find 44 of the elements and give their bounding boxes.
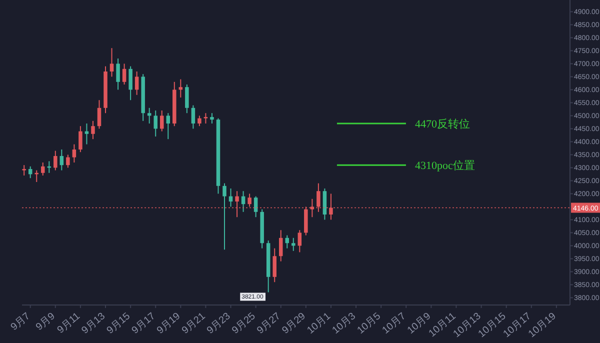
candlestick (97, 100, 102, 130)
candlestick (91, 120, 95, 140)
candlestick (166, 112, 170, 140)
ref-line-label: 4470反转位 (414, 118, 470, 131)
candlestick (204, 112, 208, 124)
x-tick-label: 10月7 (380, 310, 408, 336)
candlestick (116, 58, 120, 90)
candlestick (110, 48, 114, 78)
candlestick (241, 190, 246, 212)
candlestick (191, 104, 196, 130)
candlestick (147, 107, 152, 124)
candlestick (134, 71, 139, 96)
candlestick (78, 126, 82, 153)
candlestick (122, 63, 126, 86)
candlestick (60, 149, 64, 171)
candlestick (154, 110, 158, 138)
candlestick (72, 144, 76, 164)
candlestick (178, 78, 183, 98)
candlestick (292, 237, 296, 252)
candlestick (210, 112, 214, 124)
candlestick (298, 230, 302, 253)
candlestick (272, 248, 276, 283)
x-tick-label: 9月17 (130, 310, 158, 336)
candlestick (22, 164, 26, 176)
candlestick (322, 188, 327, 220)
x-tick-label: 9月19 (155, 310, 183, 336)
candlestick (128, 66, 132, 101)
candlestick (160, 110, 164, 132)
candlestick (54, 150, 58, 171)
x-tick-label: 9月21 (180, 310, 208, 336)
candlestick (278, 230, 283, 262)
candlestick (84, 123, 89, 145)
x-tick-label: 9月7 (9, 310, 33, 333)
ref-line-label: 4310poc位置 (414, 160, 475, 172)
candlestick (228, 188, 233, 208)
candlestick (222, 182, 226, 250)
candlestick (40, 162, 45, 176)
candlestick (66, 154, 70, 168)
candlestick (198, 115, 202, 127)
candlestick (254, 196, 258, 218)
candlestick (28, 166, 32, 179)
candlestick (285, 234, 290, 249)
candlestick (185, 84, 189, 114)
x-tick-label: 9月9 (34, 310, 58, 333)
